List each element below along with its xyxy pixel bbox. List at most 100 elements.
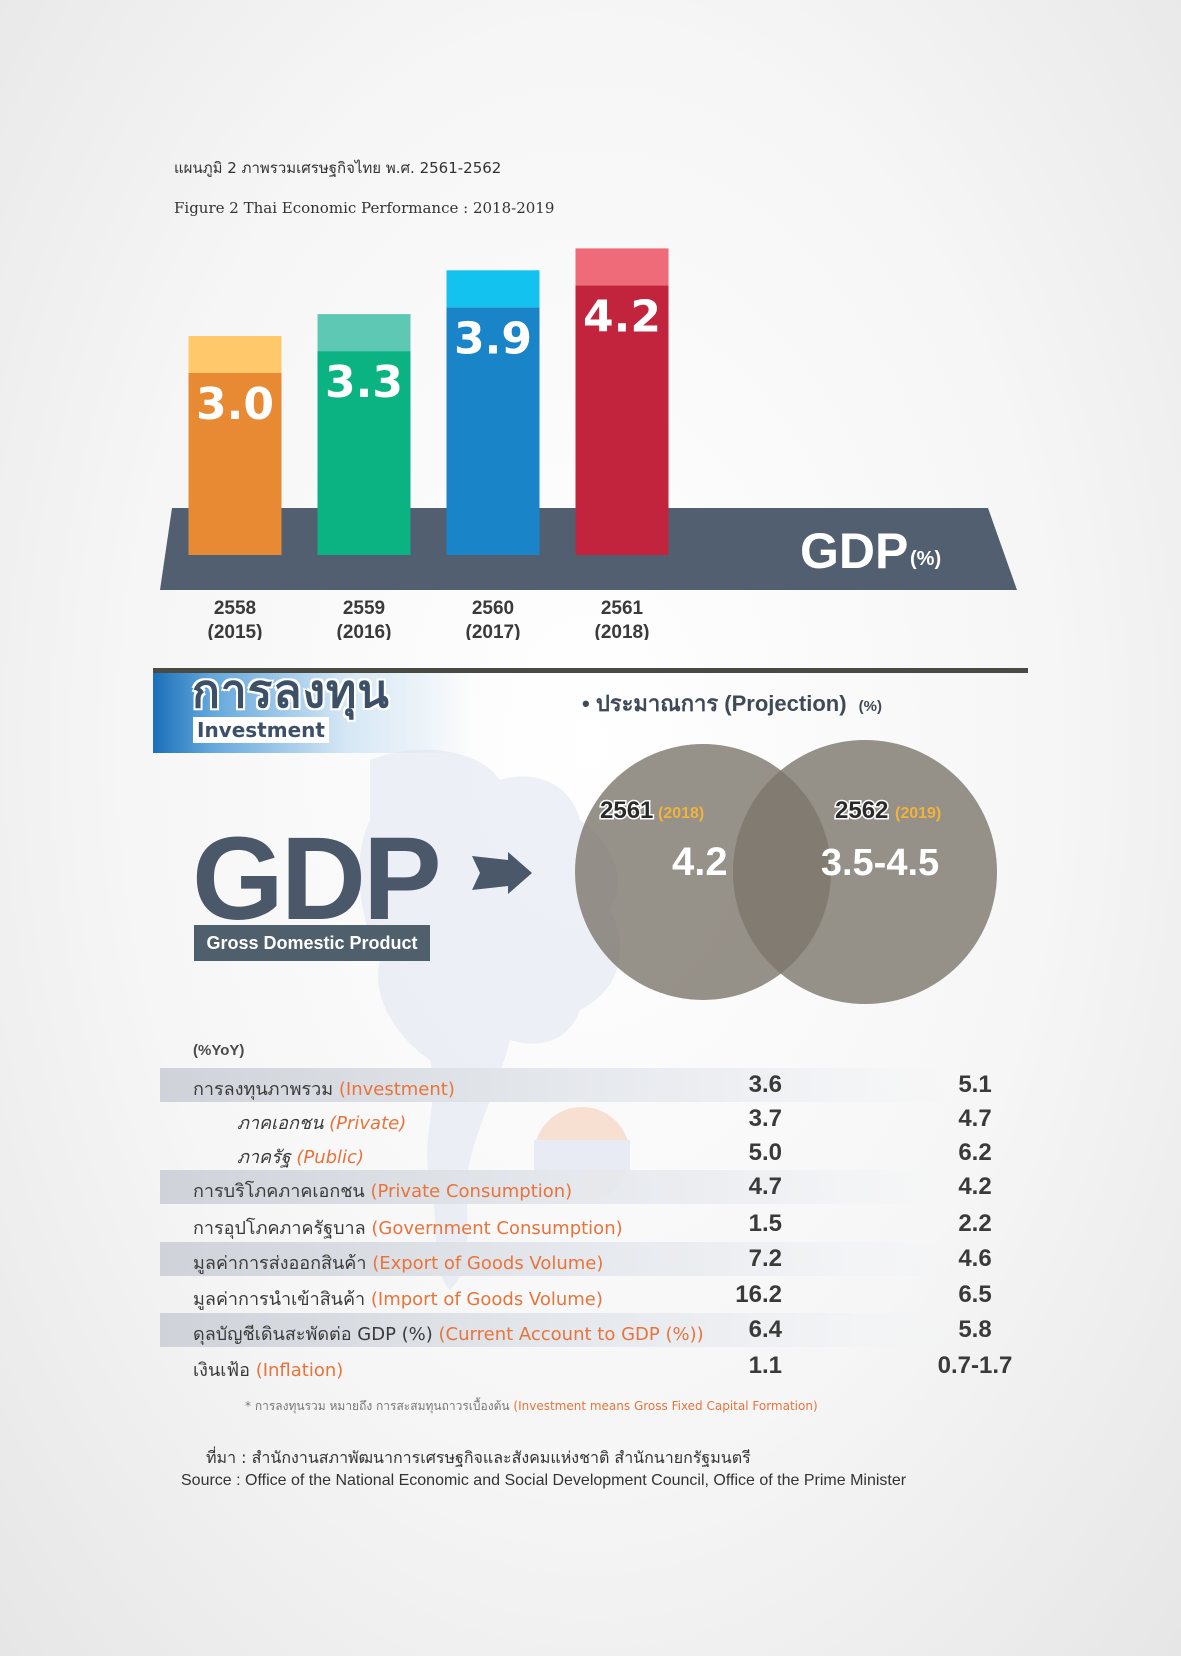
bullet-icon: • xyxy=(582,691,590,716)
row-label-thai: ภาคเอกชน xyxy=(237,1113,330,1134)
row-label-english: (Current Account to GDP (%)) xyxy=(438,1324,704,1345)
table-row: การอุปโภคภาครัฐบาล (Government Consumpti… xyxy=(160,1207,992,1242)
row-label-english: (Investment) xyxy=(338,1079,455,1100)
arrow-right-icon xyxy=(472,852,532,894)
row-label-thai: เงินเฟ้อ xyxy=(193,1360,256,1381)
bar-value-label: 3.0 xyxy=(196,379,274,430)
bar-cap xyxy=(317,314,411,352)
row-label-thai: มูลค่าการนำเข้าสินค้า xyxy=(193,1289,371,1310)
figure-caption-english: Figure 2 Thai Economic Performance : 201… xyxy=(174,199,555,217)
table-row-header: (%YoY) xyxy=(193,1042,245,1059)
bar-value-label: 3.3 xyxy=(325,357,403,408)
x-tick-label-thai: 2559 xyxy=(343,598,385,619)
bar xyxy=(317,351,411,555)
row-label-english: (Export of Goods Volume) xyxy=(372,1253,604,1274)
value-2018: 16.2 xyxy=(735,1281,782,1308)
platform-gdp-label: GDP xyxy=(800,523,908,579)
value-2018: 7.2 xyxy=(748,1245,782,1272)
row-label: มูลค่าการส่งออกสินค้า (Export of Goods V… xyxy=(193,1248,603,1277)
x-tick-label-thai: 2560 xyxy=(472,598,514,619)
row-label-thai: การอุปโภคภาครัฐบาล xyxy=(193,1218,372,1239)
value-2019: 4.2 xyxy=(958,1173,992,1200)
table-row: การลงทุนภาพรวม (Investment) 3.6 5.1 xyxy=(160,1068,992,1103)
row-label: มูลค่าการนำเข้าสินค้า (Import of Goods V… xyxy=(193,1284,603,1313)
bar-value-label: 4.2 xyxy=(583,291,661,342)
row-label-english: (Public) xyxy=(296,1147,364,1168)
gdp-sublabel: Gross Domestic Product xyxy=(194,925,430,961)
value-2018: 4.7 xyxy=(748,1173,782,1200)
source-english: Source : Office of the National Economic… xyxy=(181,1472,907,1489)
row-label-thai: มูลค่าการส่งออกสินค้า xyxy=(193,1253,373,1274)
platform-unit-label: (%) xyxy=(910,548,941,570)
footnote: * การลงทุนรวม หมายถึง การสะสมทุนถาวรเบื้… xyxy=(245,1397,818,1416)
row-label-english: (Import of Goods Volume) xyxy=(370,1289,603,1310)
row-label-thai: ดุลบัญชีเดินสะพัดต่อ GDP (%) xyxy=(193,1324,439,1345)
projection-heading: • ประมาณการ (Projection) (%) xyxy=(582,686,882,721)
projection-unit: (%) xyxy=(858,698,882,715)
value-2019: 2.2 xyxy=(958,1210,992,1237)
row-label-english: (Private Consumption) xyxy=(370,1181,573,1202)
footnote-english: (Investment means Gross Fixed Capital Fo… xyxy=(513,1399,818,1413)
value-2018: 1.5 xyxy=(748,1210,782,1237)
x-tick-label-english: (2015) xyxy=(208,622,263,640)
bar xyxy=(188,373,282,555)
value-2019: 0.7-1.7 xyxy=(937,1352,1013,1379)
circle-2019-year-en: (2019) xyxy=(895,805,941,822)
value-2018: 3.7 xyxy=(748,1105,782,1132)
circle-2018-year-th: 2561 xyxy=(600,797,653,824)
gdp-projection-circles: 2561 (2018) 4.2 2562 (2019) 3.5-4.5 xyxy=(575,740,997,1004)
circle-2019-year-th: 2562 xyxy=(835,797,888,824)
value-2019: 6.2 xyxy=(958,1139,992,1166)
bar xyxy=(446,307,540,555)
row-label: ภาคเอกชน (Private) xyxy=(237,1108,406,1137)
gdp-label: GDP xyxy=(192,813,442,945)
row-label: การบริโภคภาคเอกชน (Private Consumption) xyxy=(193,1176,572,1205)
table-row: ภาคเอกชน (Private) 3.7 4.7 xyxy=(160,1102,992,1137)
value-2019: 5.8 xyxy=(958,1316,992,1343)
table-row: มูลค่าการนำเข้าสินค้า (Import of Goods V… xyxy=(160,1278,992,1313)
bar-cap xyxy=(188,336,282,373)
circle-2018-year-en: (2018) xyxy=(658,805,704,822)
row-label-english: (Government Consumption) xyxy=(371,1218,623,1239)
row-label: การอุปโภคภาครัฐบาล (Government Consumpti… xyxy=(193,1213,623,1242)
value-2019: 6.5 xyxy=(958,1281,992,1308)
value-2018: 1.1 xyxy=(748,1352,782,1379)
bar-cap xyxy=(575,248,669,286)
table-row: การบริโภคภาคเอกชน (Private Consumption) 4… xyxy=(160,1170,992,1205)
row-label: เงินเฟ้อ (Inflation) xyxy=(193,1355,343,1384)
value-2018: 6.4 xyxy=(748,1316,782,1343)
row-label: การลงทุนภาพรวม (Investment) xyxy=(193,1074,455,1103)
value-2018: 5.0 xyxy=(748,1139,782,1166)
row-label: ภาครัฐ (Public) xyxy=(237,1142,364,1171)
investment-title-english: Investment xyxy=(193,717,329,743)
row-label: ดุลบัญชีเดินสะพัดต่อ GDP (%) (Current Ac… xyxy=(193,1319,704,1348)
value-2019: 4.6 xyxy=(958,1245,992,1272)
row-label-thai: ภาครัฐ xyxy=(237,1147,297,1168)
x-tick-label-thai: 2558 xyxy=(214,598,256,619)
row-label-thai: การบริโภคภาคเอกชน xyxy=(193,1181,371,1202)
x-tick-label-thai: 2561 xyxy=(601,598,644,619)
table-row: ภาครัฐ (Public) 5.0 6.2 xyxy=(160,1136,992,1171)
table-row: มูลค่าการส่งออกสินค้า (Export of Goods V… xyxy=(160,1242,992,1277)
value-2019: 4.7 xyxy=(958,1105,992,1132)
source-thai: ที่มา : สำนักงานสภาพัฒนาการเศรษฐกิจและสั… xyxy=(206,1448,751,1467)
projection-title: ประมาณการ (Projection) xyxy=(595,691,847,716)
circle-2019 xyxy=(733,740,997,1004)
bar-value-label: 3.9 xyxy=(454,313,532,364)
investment-title-thai: การลงทุน xyxy=(192,664,390,718)
row-label-english: (Inflation) xyxy=(255,1360,344,1381)
x-tick-label-english: (2017) xyxy=(466,622,521,640)
footnote-thai: * การลงทุนรวม หมายถึง การสะสมทุนถาวรเบื้… xyxy=(245,1399,514,1413)
gdp-bar-chart: GDP (%) 3.0 2558 (2015) 3.3 2559 (2016) 3.9 2560 (… xyxy=(160,248,1017,640)
row-label-thai: การลงทุนภาพรวม xyxy=(193,1079,339,1100)
x-tick-label-english: (2018) xyxy=(595,622,650,640)
circle-2019-value: 3.5-4.5 xyxy=(821,842,939,884)
circle-2018-value: 4.2 xyxy=(672,840,728,884)
table-row: ดุลบัญชีเดินสะพัดต่อ GDP (%) (Current Ac… xyxy=(160,1313,992,1348)
bar xyxy=(575,285,669,555)
x-tick-label-english: (2016) xyxy=(337,622,392,640)
section-divider xyxy=(153,668,1028,673)
bar-cap xyxy=(446,270,540,308)
value-2018: 3.6 xyxy=(748,1071,782,1098)
table-row: เงินเฟ้อ (Inflation) 1.1 0.7-1.7 xyxy=(160,1349,1012,1384)
